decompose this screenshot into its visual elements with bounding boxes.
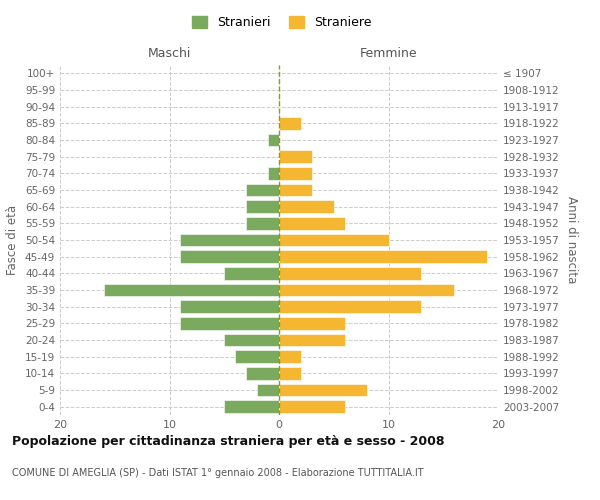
Bar <box>268 134 279 146</box>
Bar <box>279 384 367 396</box>
Bar <box>268 167 279 179</box>
Bar <box>246 200 279 213</box>
Bar <box>279 250 487 263</box>
Bar <box>279 184 312 196</box>
Bar <box>279 400 345 413</box>
Bar <box>181 234 279 246</box>
Bar <box>279 234 389 246</box>
Bar <box>279 150 312 163</box>
Bar <box>181 300 279 313</box>
Bar <box>279 267 421 280</box>
Legend: Stranieri, Straniere: Stranieri, Straniere <box>187 11 377 34</box>
Y-axis label: Anni di nascita: Anni di nascita <box>565 196 578 284</box>
Bar <box>246 217 279 230</box>
Bar <box>279 300 421 313</box>
Text: Popolazione per cittadinanza straniera per età e sesso - 2008: Popolazione per cittadinanza straniera p… <box>12 435 445 448</box>
Text: Femmine: Femmine <box>359 47 418 60</box>
Bar <box>279 200 334 213</box>
Bar <box>279 117 301 130</box>
Bar <box>279 284 454 296</box>
Bar <box>181 250 279 263</box>
Bar <box>257 384 279 396</box>
Bar <box>279 334 345 346</box>
Bar <box>224 267 279 280</box>
Bar <box>224 400 279 413</box>
Bar <box>181 317 279 330</box>
Bar <box>246 184 279 196</box>
Bar <box>279 367 301 380</box>
Bar <box>104 284 279 296</box>
Bar <box>224 334 279 346</box>
Bar <box>279 350 301 363</box>
Bar <box>279 167 312 179</box>
Bar <box>279 317 345 330</box>
Text: COMUNE DI AMEGLIA (SP) - Dati ISTAT 1° gennaio 2008 - Elaborazione TUTTITALIA.IT: COMUNE DI AMEGLIA (SP) - Dati ISTAT 1° g… <box>12 468 424 477</box>
Bar <box>246 367 279 380</box>
Text: Maschi: Maschi <box>148 47 191 60</box>
Bar <box>235 350 279 363</box>
Bar <box>279 217 345 230</box>
Y-axis label: Fasce di età: Fasce di età <box>7 205 19 275</box>
